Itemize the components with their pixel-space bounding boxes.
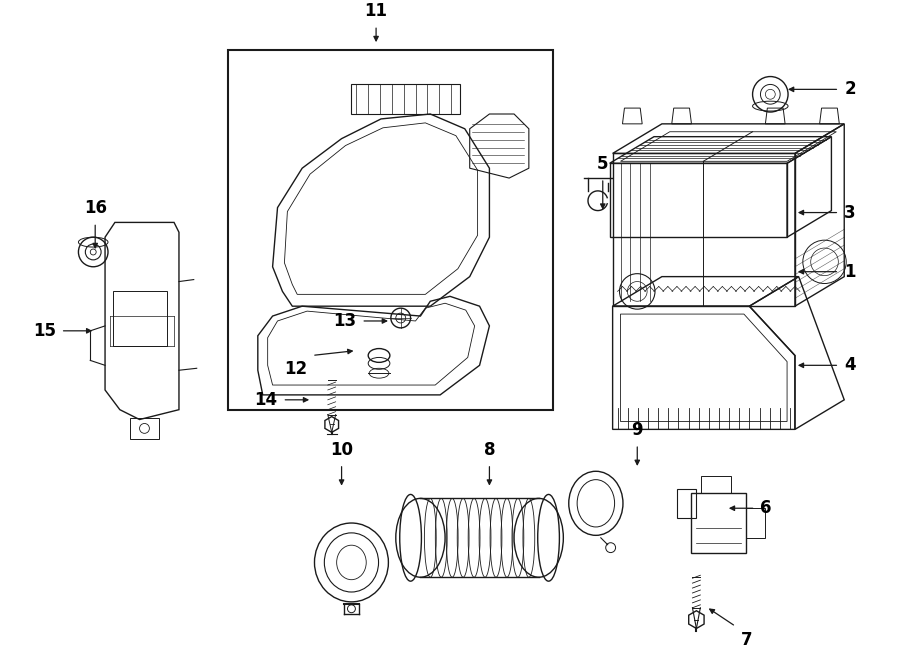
Text: 16: 16: [84, 200, 107, 217]
Bar: [746, 508, 765, 538]
Bar: [130, 418, 159, 440]
Bar: [229, 50, 554, 410]
Text: 1: 1: [844, 262, 856, 281]
Text: 7: 7: [741, 631, 752, 650]
Bar: [351, 85, 460, 114]
Text: 3: 3: [844, 204, 856, 221]
Text: 13: 13: [333, 312, 356, 330]
Bar: [677, 488, 697, 518]
Text: 4: 4: [844, 356, 856, 374]
Text: 5: 5: [597, 155, 608, 173]
Text: 8: 8: [483, 441, 495, 459]
Text: 9: 9: [632, 421, 644, 440]
Text: 2: 2: [844, 81, 856, 98]
Bar: [112, 292, 167, 346]
Text: 14: 14: [255, 391, 277, 408]
Text: 10: 10: [330, 441, 353, 459]
Text: 6: 6: [760, 499, 772, 518]
Text: 11: 11: [364, 3, 388, 20]
Bar: [701, 476, 731, 494]
Text: 15: 15: [32, 322, 56, 340]
Bar: [691, 494, 746, 553]
Text: 12: 12: [284, 360, 307, 378]
